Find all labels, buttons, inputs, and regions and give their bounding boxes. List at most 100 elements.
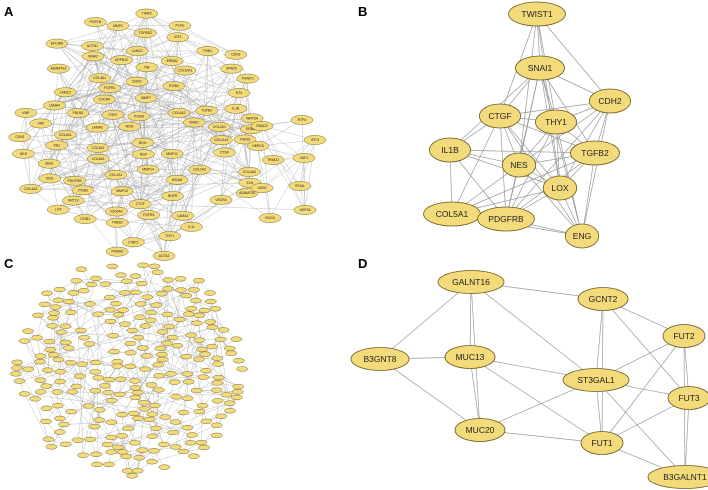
node-actn1: ACTN1: [81, 41, 104, 51]
node-label: COL1A1: [109, 173, 122, 177]
node: [198, 444, 210, 451]
node: [32, 312, 44, 318]
node: [210, 387, 223, 393]
edge: [92, 56, 137, 82]
node-shape: [227, 88, 251, 98]
node-label: PSMA3: [111, 250, 123, 254]
edge: [257, 119, 303, 147]
edge: [121, 59, 174, 87]
node-shape: [292, 153, 316, 163]
edge: [112, 81, 137, 115]
node-label: MMP11: [166, 152, 178, 156]
edge: [216, 400, 218, 426]
node: [120, 453, 133, 460]
node-label: CDH1: [15, 135, 24, 139]
node-shape: [662, 324, 706, 348]
node: [181, 371, 194, 377]
node-shape: [93, 94, 116, 105]
edge: [124, 292, 163, 333]
node-shape: [86, 122, 109, 133]
node: [78, 335, 91, 341]
node: [141, 294, 154, 300]
node-label: CDH2: [598, 96, 621, 106]
edge: [518, 164, 583, 237]
node-nes: NES: [501, 152, 537, 178]
node: [193, 312, 206, 318]
node-col5a1: COL5A1: [53, 130, 77, 140]
node-shape: [589, 88, 632, 114]
node: [105, 397, 118, 404]
node: [41, 290, 53, 296]
node-tnf: TNF: [135, 62, 159, 73]
node: [49, 304, 62, 310]
node-shape: [182, 117, 206, 128]
node-krt19: KRT19: [62, 195, 85, 206]
edge: [451, 152, 596, 215]
edge: [145, 97, 178, 180]
edge: [184, 70, 195, 123]
node-sparc: SPARC: [220, 63, 243, 74]
edge: [85, 153, 173, 220]
node: [211, 398, 224, 404]
node-adamts5: ADAMTS5: [235, 188, 259, 198]
node-label: NGF: [140, 152, 147, 156]
edge: [176, 112, 180, 180]
node-label: COL4A3: [24, 187, 37, 191]
node: [63, 298, 75, 305]
node: [139, 366, 152, 372]
edge: [16, 367, 47, 387]
edge: [124, 276, 136, 293]
node-label: IL11: [188, 225, 194, 229]
node: [48, 310, 60, 316]
edge: [92, 56, 252, 130]
node-col10a1: COL10A1: [173, 65, 197, 76]
node: [75, 266, 88, 272]
edge: [304, 139, 316, 211]
node: [11, 359, 24, 365]
node-label: HERC6: [252, 144, 264, 148]
node-shape: [47, 63, 70, 74]
node: [101, 441, 114, 448]
edge: [111, 379, 121, 401]
node-shape: [54, 87, 77, 98]
node-shape: [515, 55, 565, 81]
edge: [220, 139, 246, 200]
edge: [198, 359, 239, 387]
edge: [85, 218, 192, 228]
edge: [184, 70, 220, 127]
node-col4a3: COL4A3: [19, 184, 42, 194]
node-lox: LOX: [542, 175, 578, 201]
node: [177, 409, 190, 416]
edge: [109, 88, 141, 205]
node-isg15: ISG15: [258, 213, 282, 223]
edge: [210, 301, 224, 331]
node: [31, 335, 43, 341]
node: [124, 350, 137, 356]
edge: [151, 444, 164, 462]
node: [43, 338, 56, 345]
node: [220, 392, 233, 398]
node: [148, 448, 160, 454]
node: [67, 290, 80, 296]
edge: [261, 139, 316, 189]
node-shape: [208, 122, 231, 132]
node-shape: [81, 51, 105, 62]
node-label: ZEB1: [45, 162, 54, 166]
node-itgb4: ITGB4: [162, 81, 186, 91]
node-tgfb2: TGFB2: [195, 105, 218, 116]
node-il1b: IL1B: [224, 103, 248, 114]
node-shape: [501, 152, 537, 178]
edge: [24, 393, 145, 409]
node: [64, 360, 77, 366]
node-ctgf: CTGF: [128, 199, 152, 210]
node: [167, 429, 179, 436]
edge: [146, 13, 173, 62]
node-col3a1: COL3A1: [86, 143, 110, 153]
edge: [135, 387, 200, 412]
node-thbs2: THBS2: [105, 217, 129, 228]
node: [175, 287, 188, 293]
node-label: THBS2: [112, 221, 123, 225]
node: [209, 306, 222, 312]
node-rsad2: RSAD2: [250, 121, 274, 131]
